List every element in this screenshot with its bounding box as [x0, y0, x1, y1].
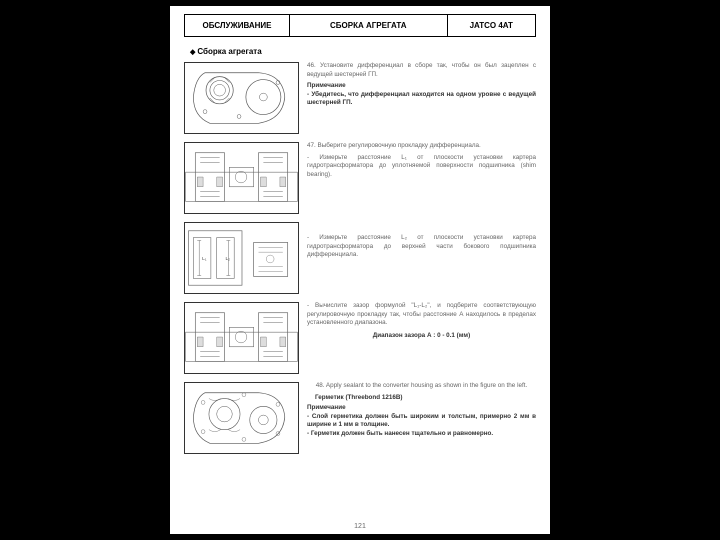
content-row: L₁ L₂ - Измерьте расстояние L₂ от плоско… — [184, 222, 536, 294]
figure-4 — [184, 302, 299, 374]
content-row: - Вычислите зазор формулой "L₁-L₂", и по… — [184, 302, 536, 374]
header-right: JATCO 4AT — [448, 15, 536, 36]
text-block: - Измерьте расстояние L₂ от плоскости ус… — [307, 222, 536, 294]
content-row: 47. Выберите регулировочную прокладку ди… — [184, 142, 536, 214]
header-table: ОБСЛУЖИВАНИЕ СБОРКА АГРЕГАТА JATCO 4AT — [184, 14, 536, 37]
sub-text: Диапазон зазора А : 0 - 0.1 (мм) — [307, 332, 536, 341]
note-text: - Убедитесь, что дифференциал находится … — [307, 91, 536, 108]
content-row: 46. Установите дифференциал в сборе так,… — [184, 62, 536, 134]
note-label: Примечание — [307, 82, 536, 91]
text-block: 47. Выберите регулировочную прокладку ди… — [307, 142, 536, 214]
content-row: 48. Apply sealant to the converter housi… — [184, 382, 536, 454]
bullet-text: - Измерьте расстояние L₂ от плоскости ус… — [307, 234, 536, 260]
note-text: - Герметик должен быть нанесен тщательно… — [307, 430, 536, 439]
header-left: ОБСЛУЖИВАНИЕ — [185, 15, 290, 36]
header-center: СБОРКА АГРЕГАТА — [290, 15, 448, 36]
bullet-text: - Измерьте расстояние L₁ от плоскости ус… — [307, 154, 536, 180]
figure-1 — [184, 62, 299, 134]
section-title: Сборка агрегата — [184, 47, 536, 56]
step-text: 47. Выберите регулировочную прокладку ди… — [307, 142, 536, 151]
svg-text:L₂: L₂ — [225, 256, 230, 262]
figure-5 — [184, 382, 299, 454]
note-label: Примечание — [307, 404, 536, 413]
page: ОБСЛУЖИВАНИЕ СБОРКА АГРЕГАТА JATCO 4AT С… — [170, 6, 550, 534]
text-block: - Вычислите зазор формулой "L₁-L₂", и по… — [307, 302, 536, 374]
page-number: 121 — [170, 523, 550, 530]
step-text: 46. Установите дифференциал в сборе так,… — [307, 62, 536, 79]
bullet-text: - Вычислите зазор формулой "L₁-L₂", и по… — [307, 302, 536, 328]
figure-2 — [184, 142, 299, 214]
text-block: 46. Установите дифференциал в сборе так,… — [307, 62, 536, 134]
step-text: 48. Apply sealant to the converter housi… — [307, 382, 536, 391]
text-block: 48. Apply sealant to the converter housi… — [307, 382, 536, 454]
sub-text: Герметик (Threebond 1216B) — [307, 394, 536, 403]
note-text: - Слой герметика должен быть широким и т… — [307, 413, 536, 430]
figure-3: L₁ L₂ — [184, 222, 299, 294]
svg-text:L₁: L₁ — [202, 256, 207, 262]
